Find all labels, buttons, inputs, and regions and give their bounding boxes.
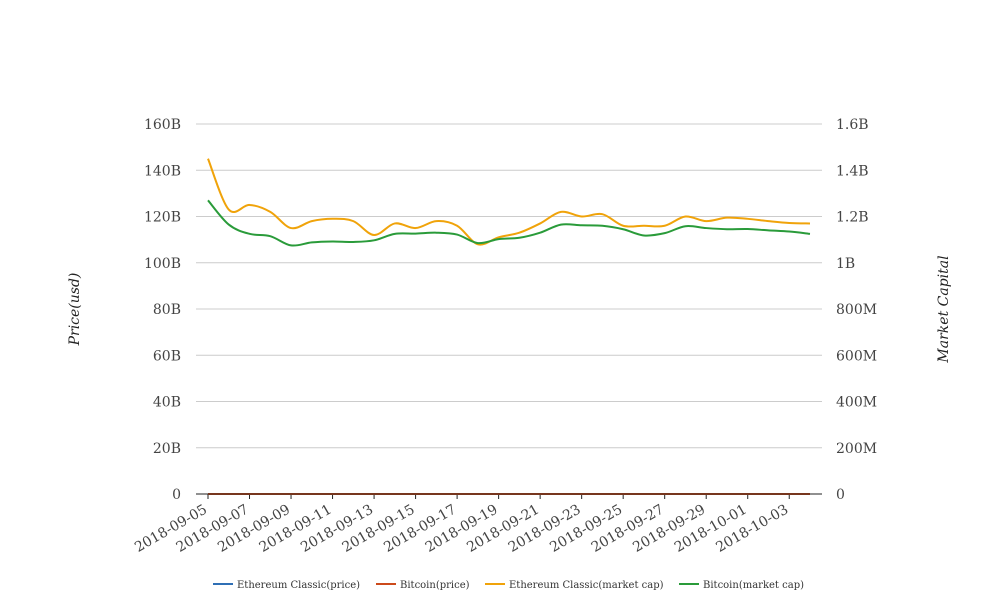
legend-label: Bitcoin(market cap) [703,580,804,591]
legend: Ethereum Classic(price) Bitcoin(price) Eth… [213,580,804,591]
right-axis-title: Market Capital [936,255,952,363]
right-tick-label: 0 [836,487,845,503]
left-tick-label: 80B [153,302,181,318]
series-lines [207,158,811,495]
left-axis-ticks: 0 20B 40B 60B 80B 100B 120B 140B 160B [144,117,181,503]
right-tick-label: 800M [836,302,877,318]
grid-lines [196,123,822,449]
left-tick-label: 100B [144,256,181,272]
right-tick-label: 200M [836,441,877,457]
right-tick-label: 600M [836,348,877,364]
left-axis-title: Price(usd) [67,273,83,347]
series-line-bitcoin-market-cap [207,199,811,247]
right-tick-label: 1.2B [836,210,869,226]
right-tick-label: 1B [836,256,855,272]
right-tick-label: 1.4B [836,163,869,179]
legend-label: Ethereum Classic(price) [237,580,360,591]
legend-label: Bitcoin(price) [400,580,470,591]
left-tick-label: 160B [144,117,181,133]
left-tick-label: 140B [144,163,181,179]
left-tick-label: 20B [153,441,181,457]
x-axis-ticks: 2018-09-052018-09-072018-09-092018-09-11… [132,494,791,556]
left-tick-label: 60B [153,348,181,364]
legend-item-bitcoin-price[interactable]: Bitcoin(price) [376,580,470,591]
right-tick-label: 1.6B [836,117,869,133]
right-axis-ticks: 0 200M 400M 600M 800M 1B 1.2B 1.4B 1.6B [836,117,877,503]
left-tick-label: 120B [144,210,181,226]
legend-item-ethereum-classic-market-cap[interactable]: Ethereum Classic(market cap) [485,580,664,591]
right-tick-label: 400M [836,395,877,411]
legend-item-bitcoin-market-cap[interactable]: Bitcoin(market cap) [679,580,804,591]
legend-label: Ethereum Classic(market cap) [509,580,664,591]
legend-item-ethereum-classic-price[interactable]: Ethereum Classic(price) [213,580,360,591]
left-tick-label: 0 [172,487,181,503]
left-tick-label: 40B [153,395,181,411]
series-line-ethereum-classic-market-cap [207,158,811,246]
